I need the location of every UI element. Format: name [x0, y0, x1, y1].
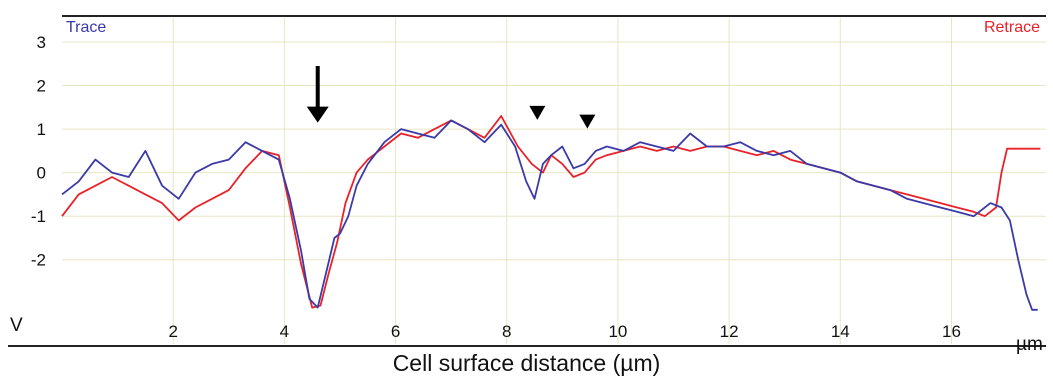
- legend-retrace: Retrace: [984, 19, 1040, 36]
- legend-trace: Trace: [66, 19, 106, 36]
- y-tick-label: 0: [37, 164, 46, 183]
- retrace-series-line: [61, 115, 1041, 309]
- trace-series-line: [61, 119, 1038, 311]
- x-tick-label: 12: [720, 322, 739, 341]
- y-tick-label: -2: [31, 251, 46, 270]
- grid: [62, 18, 1046, 344]
- x-tick-label: 2: [168, 322, 177, 341]
- x-tick-labels: 2 4 6 8 10 12 14 16: [168, 322, 961, 341]
- y-tick-label: 3: [37, 33, 46, 52]
- x-tick-label: 16: [942, 322, 961, 341]
- arrow-down-marker: [306, 65, 329, 123]
- triangle-down-marker: [529, 105, 546, 120]
- y-tick-label: -1: [31, 207, 46, 226]
- x-axis-title: Cell surface distance (µm): [392, 350, 661, 376]
- series: [61, 115, 1041, 311]
- y-tick-label: 1: [37, 120, 46, 139]
- annotations: [306, 65, 596, 129]
- x-tick-label: 6: [391, 322, 400, 341]
- x-tick-label: 8: [502, 322, 511, 341]
- axes: [8, 15, 1046, 347]
- x-tick-label: 10: [608, 322, 627, 341]
- triangle-down-marker: [579, 114, 596, 129]
- x-tick-label: 14: [831, 322, 850, 341]
- x-axis-unit-label: µm: [1016, 334, 1043, 355]
- y-tick-label: 2: [37, 77, 46, 96]
- x-tick-label: 4: [280, 322, 289, 341]
- y-tick-labels: 3 2 1 0 -1 -2: [31, 33, 46, 270]
- y-axis-unit-label: V: [10, 315, 23, 336]
